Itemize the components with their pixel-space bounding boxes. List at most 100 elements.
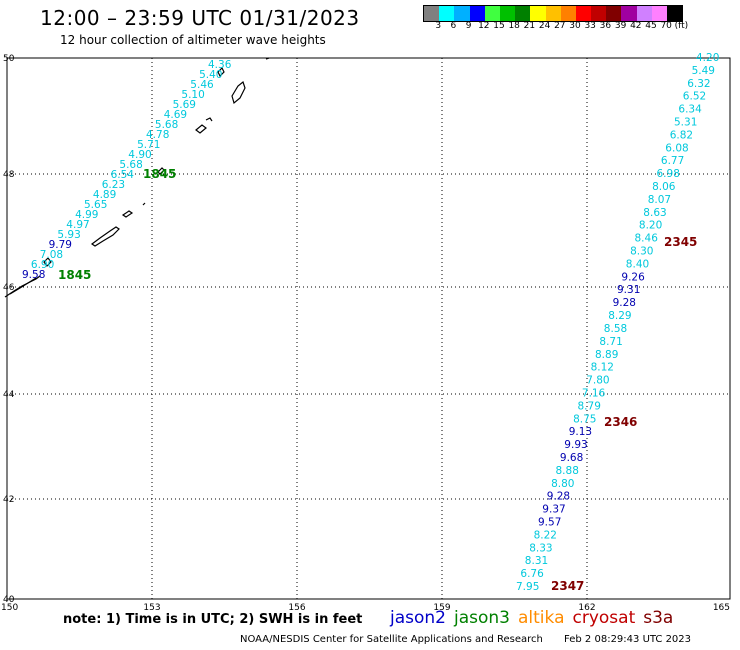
longitude-tick-label: 162: [578, 603, 595, 613]
satellite-legend: jason2 jason3 altika cryosat s3a: [390, 608, 681, 628]
longitude-tick-label: 165: [713, 603, 730, 613]
wave-height-label: 8.79: [578, 400, 601, 412]
wave-height-label: 8.12: [591, 362, 614, 374]
wave-height-label: 5.10: [181, 89, 204, 101]
wave-height-label: 9.37: [542, 504, 565, 516]
wave-height-label: 6.90: [31, 259, 54, 271]
wave-height-label: 5.68: [155, 119, 178, 131]
colorbar-swatch: [499, 6, 516, 21]
colorbar-swatch: [454, 6, 470, 21]
altimeter-track-west: 4.365.405.465.105.694.695.684.785.714.90…: [22, 59, 232, 281]
longitude-tick-label: 156: [288, 603, 305, 613]
wave-height-label: 4.97: [66, 219, 89, 231]
colorbar-swatch: [484, 6, 500, 21]
colorbar-tick-label: 12: [478, 21, 490, 31]
latitude-tick-label: 48: [3, 170, 15, 180]
pass-time-label: 1845: [58, 268, 91, 282]
wave-height-label: 7.16: [582, 388, 606, 400]
wave-height-label: 6.08: [665, 142, 688, 154]
wave-height-label: 6.32: [687, 78, 710, 90]
wave-height-label: 8.88: [556, 465, 579, 477]
legend-entry-s3a: s3a: [643, 608, 674, 628]
wave-height-label: 8.29: [608, 310, 631, 322]
map-subtitle: 12 hour collection of altimeter wave hei…: [60, 33, 326, 47]
credit-text: NOAA/NESDIS Center for Satellite Applica…: [240, 634, 543, 645]
colorbar-tick-label: 18: [508, 21, 520, 31]
latitude-tick-label: 40: [3, 595, 15, 605]
wave-height-label: 6.82: [670, 129, 693, 141]
colorbar-swatch: [591, 6, 607, 21]
wave-height-label: 9.58: [22, 269, 45, 281]
altimeter-track-east: 4.205.496.326.526.345.316.826.086.776.98…: [516, 52, 719, 593]
wave-height-label: 5.46: [190, 79, 214, 91]
graticule: [7, 58, 730, 599]
wave-height-label: 8.58: [604, 323, 627, 335]
wave-height-label: 5.49: [692, 65, 715, 77]
pass-time-label: 2345: [664, 235, 697, 249]
colorbar-swatch: [651, 6, 667, 21]
wave-height-label: 4.90: [128, 149, 151, 161]
wave-height-label: 5.65: [84, 199, 107, 211]
pass-time-label: 2347: [551, 579, 584, 593]
colorbar-tick-label: 3: [435, 21, 442, 31]
wave-height-label: 6.77: [661, 155, 684, 167]
latitude-tick-label: 42: [3, 495, 14, 505]
colorbar-tick-label: 36: [599, 21, 612, 31]
colorbar-tick-label: 9: [465, 21, 472, 31]
wave-height-label: 6.52: [683, 91, 706, 103]
map-frame: [6, 57, 731, 600]
wave-height-label: 8.89: [595, 349, 618, 361]
wave-height-label: 6.34: [678, 104, 702, 116]
colorbar-tick-label: 70: [660, 21, 672, 31]
wave-height-label: 8.31: [525, 555, 548, 567]
colorbar-swatch: [469, 6, 485, 21]
axis-tick-labels: 150 153 156 159 162 165 50 48 46 44 42 40: [1, 54, 730, 613]
wave-height-label: 8.20: [639, 220, 662, 232]
colorbar-tick-label: 39: [614, 21, 627, 31]
colorbar-swatch: [424, 6, 440, 21]
wave-height-label: 8.33: [529, 542, 552, 554]
wave-height-label: 5.31: [674, 117, 697, 129]
generated-timestamp: Feb 2 08:29:43 UTC 2023: [564, 634, 692, 645]
wave-height-label: 4.89: [93, 189, 116, 201]
wave-height-label: 8.75: [573, 413, 596, 425]
legend-entry-altika: altika: [518, 608, 565, 628]
longitude-tick-label: 153: [143, 603, 160, 613]
wave-height-label: 9.68: [560, 452, 583, 464]
wave-height-label: 9.13: [569, 426, 592, 438]
latitude-tick-label: 44: [3, 390, 15, 400]
wave-height-label: 6.54: [111, 169, 135, 181]
wave-height-label: 9.57: [538, 517, 561, 529]
wave-height-label: 9.93: [564, 439, 587, 451]
latitude-tick-label: 46: [3, 283, 15, 293]
wave-height-label: 5.69: [173, 99, 196, 111]
colorbar-swatch: [667, 6, 683, 21]
wave-height-label: 9.26: [621, 271, 645, 283]
wave-height-label: 4.99: [75, 209, 98, 221]
colorbar: [423, 5, 684, 22]
colorbar-swatch: [606, 6, 622, 21]
wave-height-label: 4.20: [696, 52, 719, 64]
colorbar-tick-label: 33: [584, 21, 596, 31]
wave-height-label: 8.71: [599, 336, 622, 348]
wave-height-label: 8.06: [652, 181, 676, 193]
colorbar-swatch: [621, 6, 637, 21]
wave-height-label: 8.80: [551, 478, 574, 490]
footer-credit: NOAA/NESDIS Center for Satellite Applica…: [240, 634, 709, 645]
wave-height-label: 9.28: [613, 297, 636, 309]
colorbar-swatch: [530, 6, 546, 21]
wave-height-label: 6.23: [102, 179, 125, 191]
pass-time-label: 2346: [604, 415, 637, 429]
colorbar-swatch: [575, 6, 592, 21]
wave-height-label: 8.63: [643, 207, 666, 219]
colorbar-tick-label: 42: [630, 21, 642, 31]
wave-height-label: 8.22: [534, 529, 557, 541]
longitude-tick-label: 150: [1, 603, 18, 613]
map-title: 12:00 – 23:59 UTC 01/31/2023: [40, 6, 360, 30]
wave-height-label: 8.30: [630, 246, 653, 258]
wave-height-label: 9.79: [49, 239, 72, 251]
wave-height-label: 8.40: [626, 258, 649, 270]
wave-height-label: 9.31: [617, 284, 640, 296]
wave-height-label: 6.76: [520, 568, 544, 580]
colorbar-tick-label: 30: [569, 21, 581, 31]
